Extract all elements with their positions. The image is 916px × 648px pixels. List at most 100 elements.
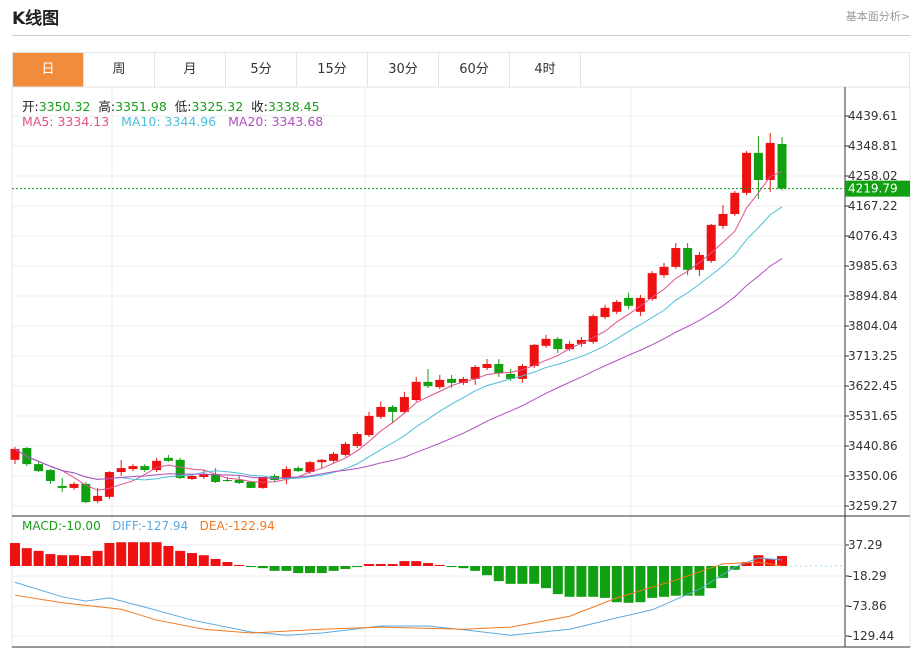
macd-bar — [116, 542, 127, 566]
candle-body — [34, 464, 44, 472]
macd-bar — [517, 566, 528, 584]
page-title: K线图 — [12, 9, 60, 29]
low-label: 低: — [174, 99, 192, 114]
ma10-line — [14, 206, 783, 481]
candle-body — [506, 373, 516, 379]
candle-body — [57, 485, 67, 488]
macd-bar — [352, 566, 363, 568]
candle-body — [494, 364, 504, 373]
macd-bar — [470, 566, 481, 571]
candle-body — [281, 469, 291, 479]
macd-bar — [234, 564, 245, 566]
tab-month[interactable]: 月 — [155, 53, 226, 87]
macd-bar — [564, 566, 575, 597]
period-tabs: 日 周 月 5分 15分 30分 60分 4时 — [12, 52, 910, 87]
candle-body — [529, 344, 539, 366]
macd-bar — [163, 546, 174, 566]
macd-bar — [682, 566, 693, 596]
candle-body — [246, 481, 256, 488]
y-tick-label: 3350.06 — [848, 469, 898, 483]
macd-bar — [45, 554, 56, 566]
macd-bar — [623, 566, 634, 603]
candle-body — [458, 378, 468, 383]
macd-bar — [576, 566, 587, 597]
low-value: 3325.32 — [191, 99, 244, 114]
ma5-value: MA5: 3334.13 — [22, 114, 110, 129]
candle-body — [340, 443, 350, 455]
macd-bar — [139, 542, 150, 566]
candle-body — [624, 297, 634, 306]
y-tick-label: 4258.02 — [848, 169, 898, 183]
macd-value: MACD:-10.00 — [22, 519, 101, 533]
dea-line — [14, 561, 783, 634]
y-tick-label: 4076.43 — [848, 229, 898, 243]
candle-body — [730, 192, 740, 215]
open-value: 3350.32 — [38, 99, 91, 114]
macd-y-tick-label: -129.44 — [848, 629, 894, 643]
candle-body — [128, 466, 138, 470]
candle-body — [364, 415, 374, 436]
tab-4hour[interactable]: 4时 — [510, 53, 581, 87]
fundamental-analysis-link[interactable]: 基本面分析> — [845, 10, 910, 23]
macd-bar — [210, 558, 221, 566]
macd-bar — [753, 555, 764, 566]
candle-body — [222, 479, 232, 481]
tab-5min[interactable]: 5分 — [226, 53, 297, 87]
candle-body — [104, 472, 114, 497]
macd-y-tick-label: -73.86 — [848, 599, 887, 613]
macd-bar — [187, 553, 197, 566]
candle-body — [329, 453, 339, 461]
candle-body — [152, 460, 162, 471]
y-tick-label: 3804.04 — [848, 319, 898, 333]
macd-bar — [10, 543, 20, 566]
candle-body — [116, 468, 126, 473]
tab-30min[interactable]: 30分 — [368, 53, 439, 87]
tab-60min[interactable]: 60分 — [439, 53, 510, 87]
macd-bar — [718, 566, 728, 578]
tab-15min[interactable]: 15分 — [297, 53, 368, 87]
macd-bar — [92, 550, 103, 566]
candle-body — [305, 462, 315, 473]
macd-bar — [493, 566, 504, 582]
macd-bar — [281, 566, 292, 571]
macd-bar — [423, 563, 433, 566]
candle-body — [187, 476, 197, 479]
macd-bar — [21, 548, 32, 566]
ohlc-readout: 开:3350.32 高:3351.98 低:3325.32 收:3338.45 — [22, 96, 320, 115]
candle-body — [683, 248, 693, 270]
macd-bar — [104, 543, 115, 566]
macd-bar — [741, 562, 752, 566]
macd-bar — [647, 566, 658, 598]
candle-body — [635, 297, 645, 312]
candle-body — [753, 152, 763, 180]
candle-body — [576, 339, 586, 344]
macd-bar — [588, 566, 599, 597]
candle-body — [565, 343, 575, 350]
macd-bar — [694, 566, 705, 596]
candle-body — [671, 248, 681, 267]
macd-bar — [706, 566, 717, 589]
y-tick-label: 4348.81 — [848, 139, 898, 153]
macd-bar — [316, 566, 327, 574]
macd-bar — [305, 566, 315, 574]
macd-bar — [411, 561, 422, 566]
candle-body — [411, 381, 421, 401]
candle-body — [647, 273, 657, 299]
candle-body — [211, 474, 221, 482]
y-tick-label: 3713.25 — [848, 349, 898, 363]
tab-week[interactable]: 周 — [84, 53, 155, 87]
macd-bar — [222, 562, 233, 566]
diff-value: DIFF:-127.94 — [112, 519, 189, 533]
macd-bar — [128, 542, 138, 566]
candle-body — [376, 406, 386, 417]
macd-readout: MACD:-10.00 DIFF:-127.94 DEA:-122.94 — [22, 519, 275, 533]
dea-value: DEA:-122.94 — [199, 519, 275, 533]
macd-bar — [246, 566, 256, 568]
candle-body — [175, 459, 185, 479]
macd-bar — [69, 555, 79, 566]
candle-body — [612, 301, 622, 312]
candle-body — [777, 143, 787, 189]
candle-body — [470, 366, 480, 379]
tab-day[interactable]: 日 — [13, 53, 84, 87]
